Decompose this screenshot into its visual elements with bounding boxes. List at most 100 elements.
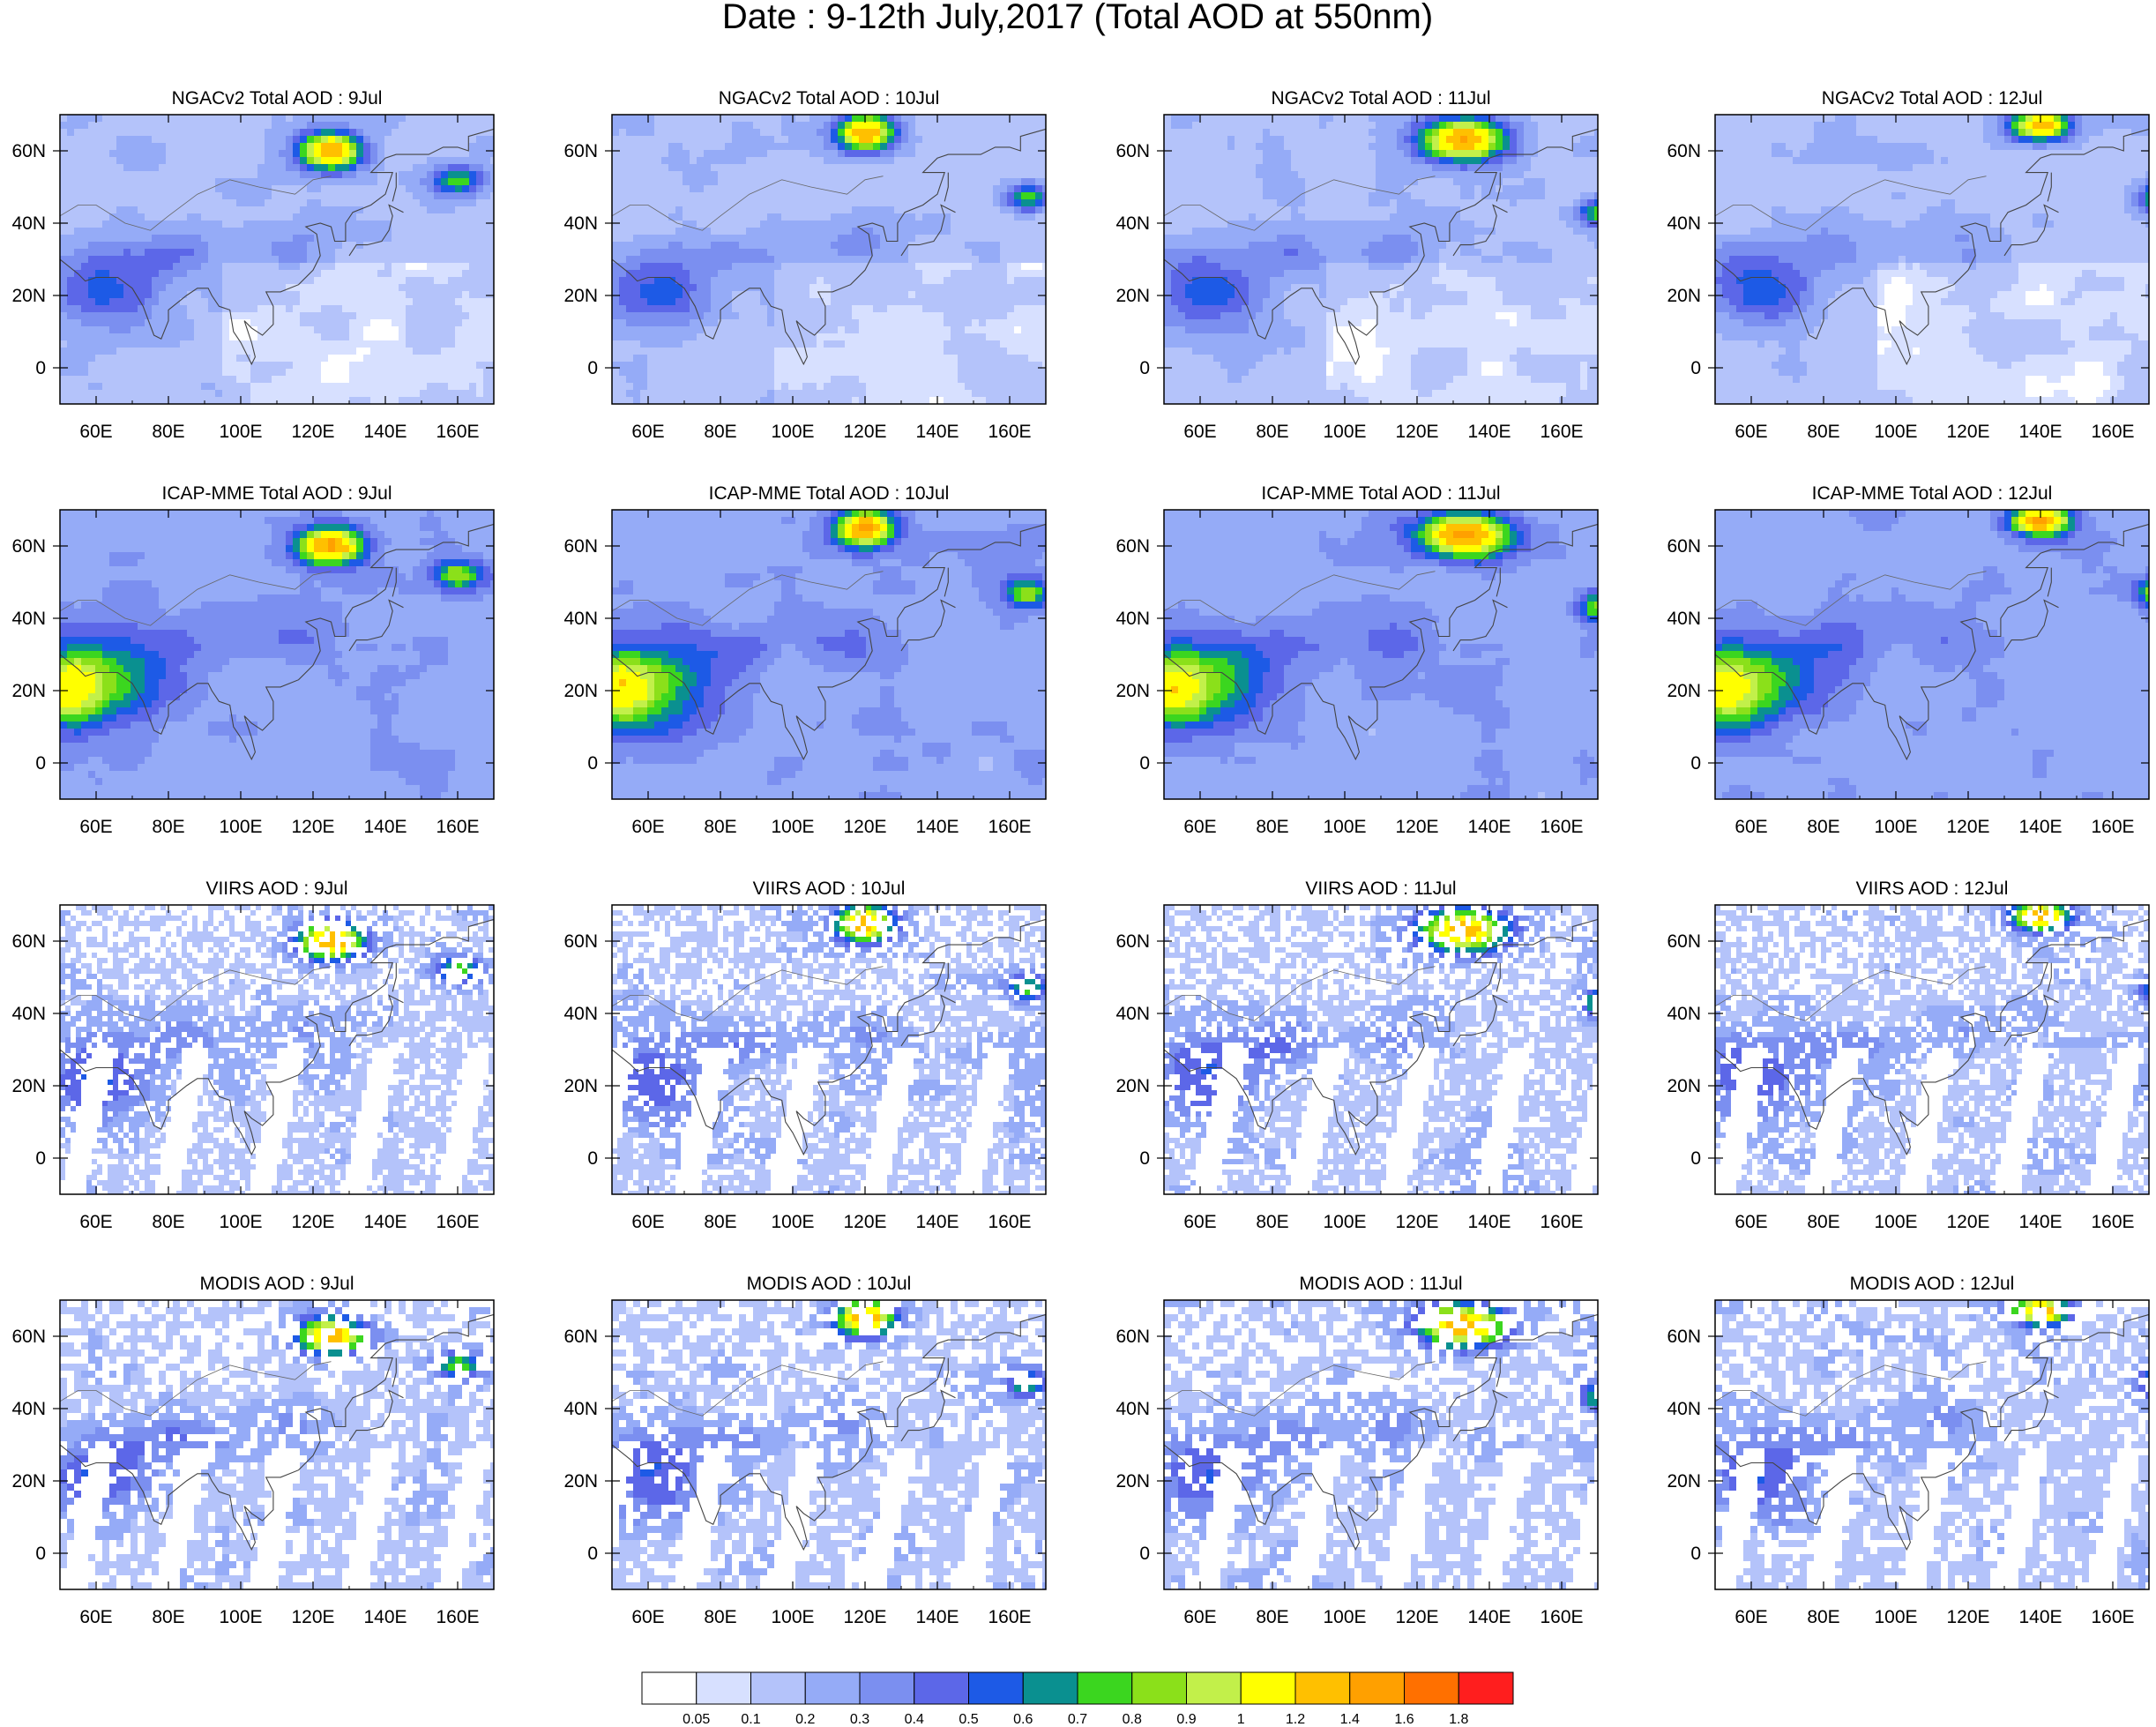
x-tick-label: 100E xyxy=(219,1607,262,1627)
x-tick-label: 140E xyxy=(2018,817,2062,837)
y-tick-label: 60N xyxy=(1115,536,1150,557)
x-tick-label: 140E xyxy=(1467,1607,1511,1627)
colorbar-label: 0.7 xyxy=(1068,1712,1087,1727)
x-tick-label: 80E xyxy=(1807,817,1839,837)
coastline xyxy=(60,523,494,761)
y-tick-label: 40N xyxy=(1667,1399,1701,1419)
x-tick-label: 160E xyxy=(988,1212,1031,1232)
y-tick-label: 40N xyxy=(11,609,46,629)
x-tick-label: 160E xyxy=(2091,817,2134,837)
y-tick-label: 60N xyxy=(1115,931,1150,952)
x-tick-label: 100E xyxy=(1874,1607,1917,1627)
coastline xyxy=(612,918,1046,1156)
x-tick-label: 60E xyxy=(1183,1607,1216,1627)
x-tick-label: 60E xyxy=(1183,1212,1216,1232)
x-tick-label: 120E xyxy=(1946,817,1989,837)
coastline xyxy=(1715,523,2149,761)
coastline xyxy=(60,128,494,366)
colorbar-swatch xyxy=(914,1671,969,1705)
x-tick-label: 60E xyxy=(631,817,664,837)
aod-field xyxy=(1715,1300,2149,1589)
y-tick-label: 0 xyxy=(1690,1544,1701,1564)
map-panel: VIIRS AOD : 9Jul 60E 80E 100E 120E 140E 160E 60… xyxy=(11,878,495,1232)
x-tick-label: 80E xyxy=(152,422,184,442)
x-tick-label: 140E xyxy=(2018,1607,2062,1627)
y-tick-label: 40N xyxy=(11,1004,46,1024)
map-panel: VIIRS AOD : 11Jul 60E 80E 100E 120E 140E 160E 6… xyxy=(1115,878,1599,1232)
y-tick-label: 40N xyxy=(563,213,598,234)
colorbar-label: 0.5 xyxy=(959,1712,978,1727)
y-tick-label: 0 xyxy=(35,753,46,774)
coastline xyxy=(1715,1313,2149,1551)
x-tick-label: 120E xyxy=(1946,422,1989,442)
y-tick-label: 40N xyxy=(1115,1004,1150,1024)
x-tick-label: 120E xyxy=(1946,1212,1989,1232)
colorbar-swatch xyxy=(1186,1671,1242,1705)
x-tick-label: 140E xyxy=(1467,1212,1511,1232)
aod-field xyxy=(1715,905,2149,1194)
y-tick-label: 40N xyxy=(1115,1399,1150,1419)
y-tick-label: 40N xyxy=(563,1399,598,1419)
x-tick-label: 140E xyxy=(915,422,959,442)
coastline xyxy=(612,1313,1046,1551)
colorbar-swatch xyxy=(750,1671,806,1705)
x-tick-label: 100E xyxy=(771,1607,814,1627)
x-tick-label: 160E xyxy=(1540,422,1583,442)
y-tick-label: 20N xyxy=(563,1471,598,1492)
x-tick-label: 100E xyxy=(1874,422,1917,442)
panel-title: VIIRS AOD : 12Jul xyxy=(1856,878,2009,899)
y-tick-label: 40N xyxy=(1667,213,1701,234)
x-tick-label: 140E xyxy=(363,1212,407,1232)
y-tick-label: 60N xyxy=(11,1327,46,1347)
x-tick-label: 120E xyxy=(291,422,334,442)
aod-field xyxy=(1164,510,1598,799)
panel-title: ICAP-MME Total AOD : 9Jul xyxy=(161,483,392,504)
y-tick-label: 20N xyxy=(563,1076,598,1096)
x-tick-label: 100E xyxy=(771,817,814,837)
y-tick-label: 40N xyxy=(563,609,598,629)
y-tick-label: 60N xyxy=(1667,1327,1701,1347)
coastline xyxy=(612,128,1046,366)
coastline xyxy=(612,523,1046,761)
map-panel: NGACv2 Total AOD : 12Jul 60E 80E 100E 120E 14… xyxy=(1667,88,2150,442)
x-tick-label: 120E xyxy=(1395,422,1438,442)
x-tick-label: 100E xyxy=(219,1212,262,1232)
y-tick-label: 0 xyxy=(1690,1148,1701,1169)
aod-field xyxy=(612,905,1046,1194)
map-panel: NGACv2 Total AOD : 11Jul 60E 80E 100E 120E 14… xyxy=(1115,88,1599,442)
y-tick-label: 60N xyxy=(563,536,598,557)
x-tick-label: 60E xyxy=(631,1212,664,1232)
coastline xyxy=(1164,1313,1598,1551)
y-tick-label: 60N xyxy=(563,141,598,161)
x-tick-label: 160E xyxy=(988,817,1031,837)
aod-field xyxy=(60,1300,494,1589)
colorbar-swatch xyxy=(1349,1671,1405,1705)
x-tick-label: 140E xyxy=(363,817,407,837)
colorbar-swatch xyxy=(1022,1671,1078,1705)
colorbar: 0.05 0.1 0.2 0.3 0.4 0.5 0.6 0.7 0.8 0.9 1 1.2 1.4 1.… xyxy=(641,1671,1514,1727)
coastline xyxy=(1715,128,2149,366)
y-tick-label: 0 xyxy=(1139,1148,1150,1169)
colorbar-label: 0.6 xyxy=(1013,1712,1033,1727)
colorbar-label: 1.8 xyxy=(1449,1712,1468,1727)
x-tick-label: 60E xyxy=(1734,817,1767,837)
x-tick-label: 140E xyxy=(1467,422,1511,442)
map-panel: MODIS AOD : 12Jul 60E 80E 100E 120E 140E 160E 6… xyxy=(1667,1274,2150,1627)
y-tick-label: 20N xyxy=(1115,1076,1150,1096)
aod-field xyxy=(1715,115,2149,404)
x-tick-label: 120E xyxy=(1395,817,1438,837)
map-panel: ICAP-MME Total AOD : 11Jul 60E 80E 100E 120E… xyxy=(1115,483,1599,837)
x-tick-label: 140E xyxy=(363,1607,407,1627)
x-tick-label: 140E xyxy=(915,1212,959,1232)
y-tick-label: 60N xyxy=(11,931,46,952)
x-tick-label: 140E xyxy=(363,422,407,442)
x-tick-label: 100E xyxy=(1323,1607,1366,1627)
y-tick-label: 20N xyxy=(1115,681,1150,701)
x-tick-label: 160E xyxy=(2091,1212,2134,1232)
panel-title: ICAP-MME Total AOD : 10Jul xyxy=(709,483,950,504)
x-tick-label: 60E xyxy=(79,817,112,837)
y-tick-label: 20N xyxy=(1667,286,1701,306)
panel-title: NGACv2 Total AOD : 9Jul xyxy=(172,88,383,108)
colorbar-label: 1.6 xyxy=(1394,1712,1414,1727)
